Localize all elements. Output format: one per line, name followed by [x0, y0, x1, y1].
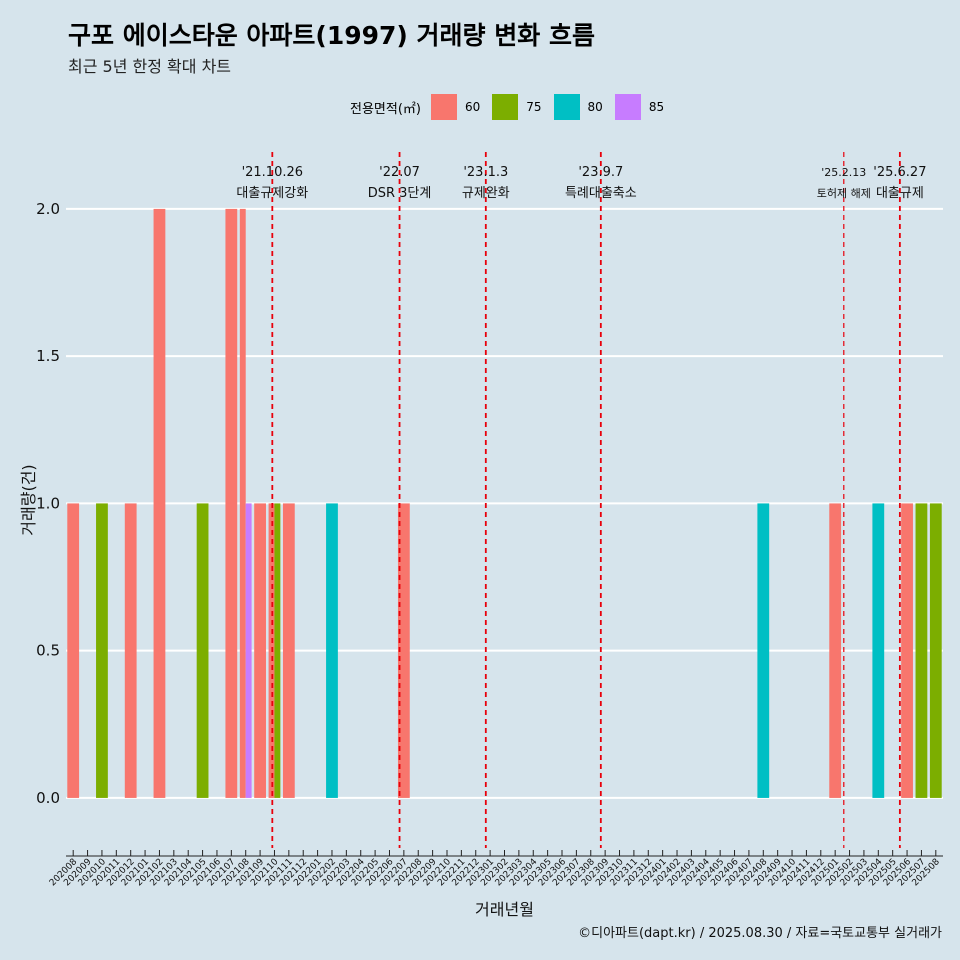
legend-item-80: 80	[553, 94, 603, 120]
y-axis-title: 거래량(건)	[19, 464, 38, 535]
bar-202105-75	[196, 503, 209, 798]
source-caption: ©디아파트(dapt.kr) / 2025.08.30 / 자료=국토교통부 실…	[578, 926, 942, 941]
legend-swatch-75	[492, 94, 519, 120]
event-label-2: 규제완화	[462, 186, 510, 201]
bar-202108-85	[245, 503, 252, 798]
legend-swatch-60	[430, 94, 457, 120]
bar-202108-60	[239, 208, 246, 798]
legend-item-75: 75	[492, 94, 542, 120]
legend-swatch-85	[614, 94, 641, 120]
y-tick-label: 0.0	[36, 789, 60, 807]
chart-subtitle: 최근 5년 한정 확대 차트	[68, 57, 232, 76]
bar-202207-60	[397, 503, 410, 798]
legend-title: 전용면적(㎡)	[350, 101, 421, 117]
legend-label-85: 85	[648, 100, 665, 114]
legend-item-85: 85	[614, 94, 665, 120]
bar-202008-60	[67, 503, 80, 798]
legend: 전용면적(㎡) 60 75 80 85	[350, 92, 676, 122]
y-tick-label: 1.0	[36, 494, 60, 512]
bar-202501-60	[829, 503, 842, 798]
bar-202109-60	[254, 503, 266, 798]
chart-title: 구포 에이스타운 아파트(1997) 거래량 변화 흐름	[68, 21, 595, 50]
event-label-5: 대출규제	[876, 186, 924, 201]
event-date-0: '21.10.26	[242, 165, 303, 180]
bar-202111-60	[282, 503, 295, 798]
legend-label-60: 60	[464, 100, 481, 114]
event-label-0: 대출규제강화	[236, 186, 308, 201]
y-tick-label: 2.0	[36, 200, 60, 218]
bar-202102-60	[153, 208, 166, 798]
bar-202010-75	[96, 503, 108, 798]
bar-202408-80	[757, 503, 770, 798]
x-axis-title: 거래년월	[475, 900, 534, 919]
y-tick-label: 0.5	[36, 642, 60, 660]
y-tick-label: 1.5	[36, 347, 60, 365]
bar-202110-75	[274, 503, 281, 798]
event-date-2: '23.1.3	[463, 165, 508, 180]
event-label-4: 토허제 해제	[817, 186, 871, 200]
bar-202107-60	[225, 208, 238, 798]
bar-202508-75	[929, 503, 942, 798]
bar-202202-80	[326, 503, 338, 798]
bar-202504-80	[872, 503, 885, 798]
bar-202506-60	[901, 503, 913, 798]
event-date-5: '25.6.27	[873, 165, 926, 180]
legend-item-60: 60	[430, 94, 481, 120]
event-date-4: '25.2.13	[821, 166, 866, 179]
bar-202012-60	[124, 503, 137, 798]
event-date-1: '22.07	[379, 165, 420, 180]
event-label-1: DSR 3단계	[368, 186, 432, 201]
legend-swatch-80	[553, 94, 580, 120]
legend-label-80: 80	[587, 100, 603, 114]
bar-202507-75	[915, 503, 928, 798]
legend-label-75: 75	[526, 100, 542, 114]
event-date-3: '23.9.7	[578, 165, 623, 180]
event-label-3: 특례대출축소	[565, 186, 637, 201]
